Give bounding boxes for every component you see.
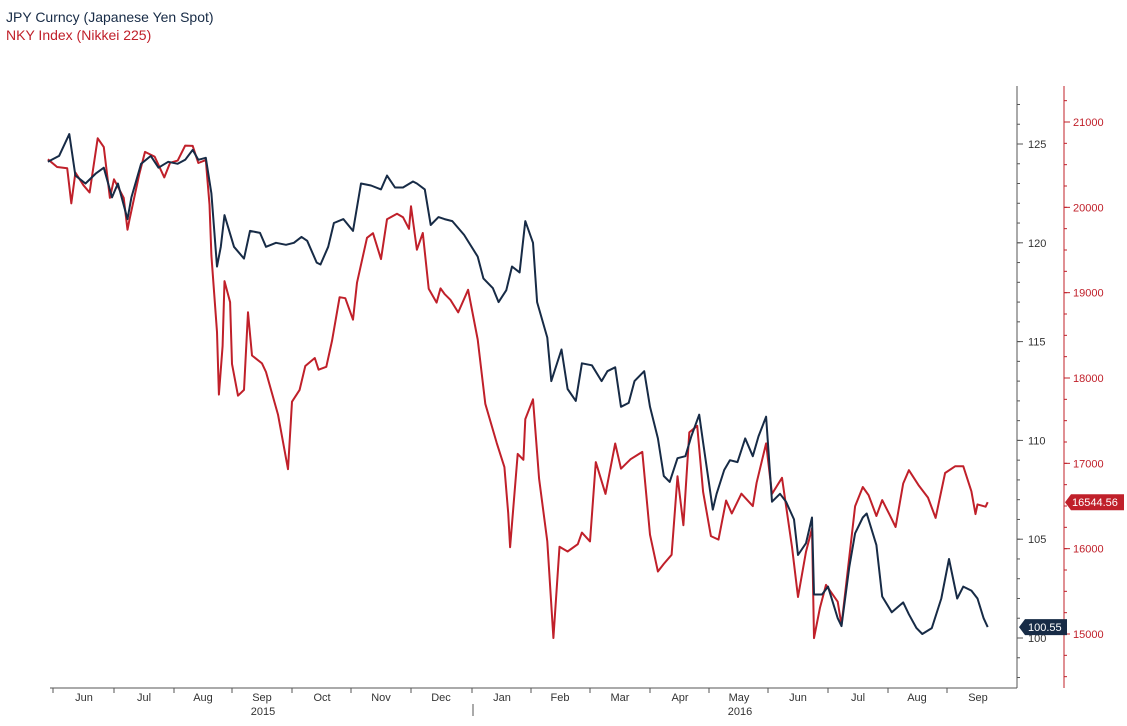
x-tick-label: Aug <box>193 692 213 704</box>
chart-lines <box>47 133 989 640</box>
nky-last-value-badge <box>1065 494 1124 511</box>
chart-legend: JPY Curncy (Japanese Yen Spot) NKY Index… <box>6 8 214 44</box>
nky-last-value-label: 16544.56 <box>1072 497 1118 509</box>
right-axis-label: 15000 <box>1073 629 1104 641</box>
left-axis-label: 115 <box>1028 337 1046 349</box>
x-tick-label: Jun <box>789 692 807 704</box>
x-tick-label: Dec <box>431 692 451 704</box>
right-axis-label: 16000 <box>1073 544 1104 556</box>
jpy-last-value-badge <box>1019 619 1067 636</box>
x-tick-label: Aug <box>907 692 927 704</box>
left-axis-label: 120 <box>1028 238 1046 250</box>
chart-axes: Jun Jul Aug Sep Oct Nov Dec Jan Feb Mar Apr May Jun J… <box>50 86 1104 718</box>
left-axis-label: 100 <box>1028 633 1046 645</box>
x-tick-label: Jun <box>75 692 93 704</box>
right-axis-label: 20000 <box>1073 202 1104 214</box>
right-axis-label: 17000 <box>1073 458 1104 470</box>
x-tick-label: Apr <box>671 692 688 704</box>
x-tick-label: Feb <box>551 692 570 704</box>
left-axis-label: 125 <box>1028 139 1046 151</box>
last-value-badges: 100.55 16544.56 <box>1019 494 1124 636</box>
x-tick-label: Nov <box>371 692 391 704</box>
nky-series-line <box>47 137 989 640</box>
jpy-last-value-label: 100.55 <box>1028 622 1062 634</box>
year-label-2016: 2016 <box>728 706 752 718</box>
right-axis-label: 21000 <box>1073 117 1104 129</box>
year-label-2015: 2015 <box>251 706 275 718</box>
x-tick-label: Oct <box>313 692 330 704</box>
right-axis-label: 18000 <box>1073 373 1104 385</box>
legend-jpy: JPY Curncy (Japanese Yen Spot) <box>6 9 214 25</box>
right-axis-label: 19000 <box>1073 288 1104 300</box>
jpy-series-line <box>47 133 989 635</box>
x-tick-label: Jul <box>137 692 151 704</box>
x-tick-label: Sep <box>968 692 988 704</box>
left-axis-label: 110 <box>1028 435 1046 447</box>
x-tick-label: Sep <box>252 692 272 704</box>
x-tick-label: Mar <box>611 692 630 704</box>
x-tick-label: Jul <box>851 692 865 704</box>
x-tick-label: May <box>729 692 750 704</box>
left-axis-label: 105 <box>1028 534 1046 546</box>
x-tick-label: Jan <box>493 692 511 704</box>
legend-nky: NKY Index (Nikkei 225) <box>6 27 152 43</box>
